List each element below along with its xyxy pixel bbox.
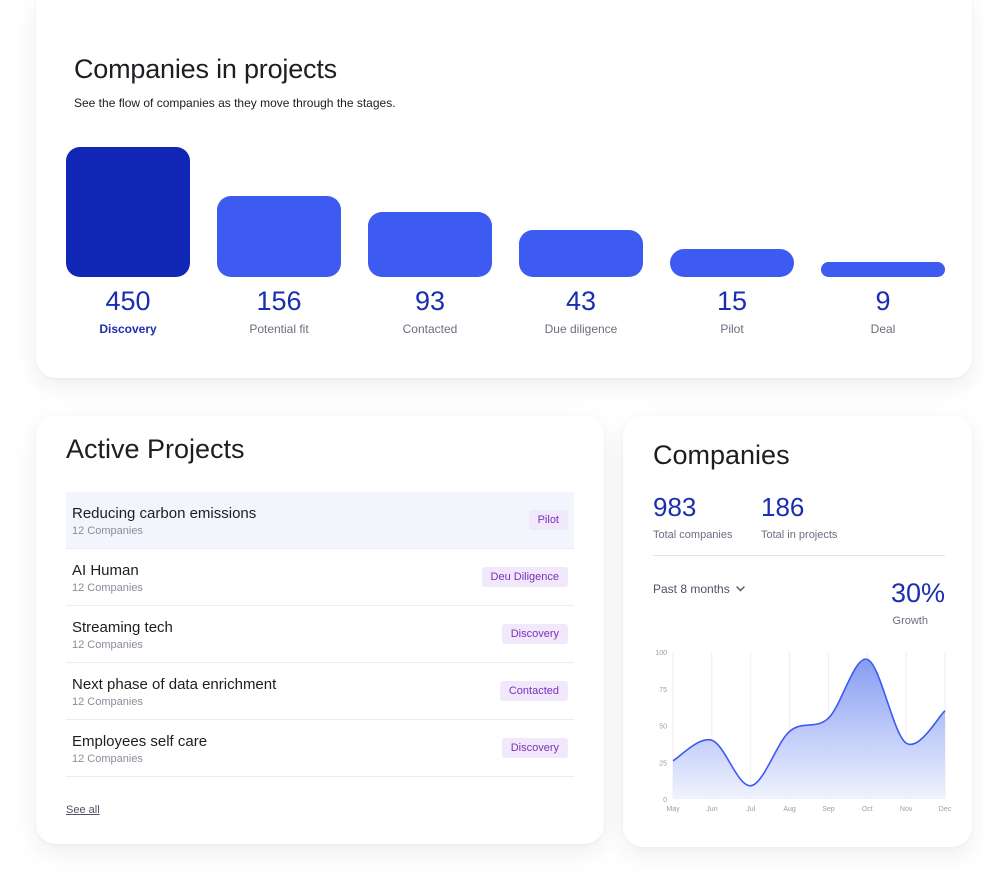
x-tick-label: Jul <box>746 806 755 813</box>
y-tick-label: 0 <box>663 797 667 804</box>
funnel-label: Discovery <box>99 322 157 336</box>
project-name: Employees self care <box>72 733 208 750</box>
total-in-projects-label: Total in projects <box>761 529 838 541</box>
status-badge: Pilot <box>528 510 568 530</box>
divider <box>653 555 945 556</box>
funnel-title: Companies in projects <box>74 54 337 84</box>
project-row[interactable]: Employees self care 12 Companies Discove… <box>66 720 574 777</box>
status-badge: Discovery <box>501 738 568 758</box>
funnel-label: Deal <box>870 322 896 336</box>
funnel-value: 450 <box>105 286 151 316</box>
x-tick-label: Nov <box>900 806 913 813</box>
funnel-stage-pilot[interactable]: 15 Pilot <box>670 0 794 340</box>
project-name: Reducing carbon emissions <box>72 505 257 522</box>
funnel-value: 156 <box>256 286 302 316</box>
project-name: Next phase of data enrichment <box>72 676 277 693</box>
x-tick-label: Aug <box>783 806 796 813</box>
project-name: AI Human <box>72 562 139 579</box>
x-tick-label: Oct <box>862 806 873 813</box>
x-tick-label: Dec <box>939 806 952 813</box>
funnel-stage-potential-fit[interactable]: 156 Potential fit <box>217 0 341 340</box>
funnel-value: 93 <box>414 286 446 316</box>
project-company-count: 12 Companies <box>72 525 143 537</box>
project-row[interactable]: Streaming tech 12 Companies Discovery <box>66 606 574 663</box>
project-name: Streaming tech <box>72 619 173 636</box>
growth-label: Growth <box>892 615 928 627</box>
funnel-label: Pilot <box>720 322 744 336</box>
funnel-value: 9 <box>875 286 891 316</box>
funnel-bar <box>670 249 794 277</box>
status-badge: Contacted <box>499 681 568 701</box>
period-dropdown[interactable]: Past 8 months <box>653 582 745 596</box>
active-projects-title: Active Projects <box>66 434 245 464</box>
period-label: Past 8 months <box>653 582 730 596</box>
y-tick-label: 50 <box>659 724 667 731</box>
see-all-link[interactable]: See all <box>66 804 100 816</box>
project-list: Reducing carbon emissions 12 Companies P… <box>66 492 574 777</box>
total-companies-value: 983 <box>653 492 697 522</box>
funnel-subtitle: See the flow of companies as they move t… <box>74 96 396 110</box>
project-company-count: 12 Companies <box>72 753 143 765</box>
series-line <box>672 658 946 787</box>
x-tick-label: Sep <box>822 806 835 813</box>
funnel-bar <box>66 147 190 277</box>
funnel-stage-deal[interactable]: 9 Deal <box>821 0 945 340</box>
status-badge: Deu Diligence <box>481 567 568 587</box>
funnel-label: Potential fit <box>249 322 309 336</box>
funnel-value: 15 <box>716 286 748 316</box>
status-badge: Discovery <box>501 624 568 644</box>
active-projects-card: Active Projects Reducing carbon emission… <box>36 416 604 844</box>
funnel-stage-contacted[interactable]: 93 Contacted <box>368 0 492 340</box>
funnel-label: Contacted <box>402 322 458 336</box>
y-tick-label: 75 <box>659 687 667 694</box>
project-company-count: 12 Companies <box>72 582 143 594</box>
x-tick-label: May <box>666 806 680 813</box>
total-companies-label: Total companies <box>653 529 733 541</box>
project-row[interactable]: Reducing carbon emissions 12 Companies P… <box>66 492 574 549</box>
funnel-bar <box>821 262 945 277</box>
companies-title: Companies <box>653 440 790 470</box>
project-company-count: 12 Companies <box>72 696 143 708</box>
y-tick-label: 25 <box>659 760 667 767</box>
x-tick-label: Jun <box>706 806 717 813</box>
project-company-count: 12 Companies <box>72 639 143 651</box>
companies-area-chart: 100 75 50 25 0 May Jun Jul Aug Sep Oct Nov Dec <box>655 650 952 813</box>
project-row[interactable]: Next phase of data enrichment 12 Compani… <box>66 663 574 720</box>
funnel-card: Companies in projects See the flow of co… <box>36 0 972 378</box>
project-row[interactable]: AI Human 12 Companies Deu Diligence <box>66 549 574 606</box>
chevron-down-icon <box>736 586 745 592</box>
funnel-bar <box>368 212 492 277</box>
funnel-bar <box>217 196 341 277</box>
total-in-projects-value: 186 <box>761 492 805 522</box>
companies-card: Companies 983 Total companies 186 Total … <box>623 416 972 847</box>
funnel-bar <box>519 230 643 277</box>
funnel-label: Due diligence <box>544 322 618 336</box>
funnel-stage-discovery[interactable]: 450 Discovery <box>66 0 190 340</box>
y-tick-label: 100 <box>655 650 667 657</box>
funnel-value: 43 <box>565 286 597 316</box>
funnel-stage-due-diligence[interactable]: 43 Due diligence <box>519 0 643 340</box>
growth-value: 30% <box>890 578 945 608</box>
area-fill <box>673 659 945 799</box>
